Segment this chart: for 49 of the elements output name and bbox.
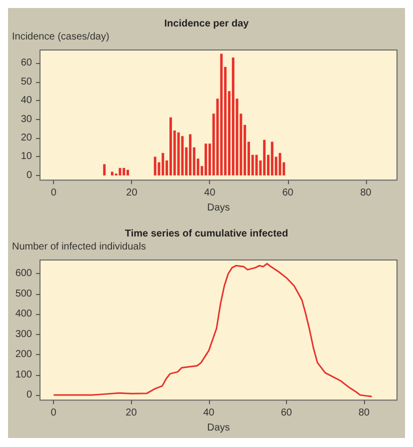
bar <box>110 172 114 176</box>
y-tick-label: 10 <box>20 151 32 162</box>
y-tick-label: 0 <box>26 170 32 181</box>
x-tick-label: 60 <box>282 188 294 199</box>
y-tick-label: 30 <box>20 114 32 125</box>
bar <box>154 156 156 176</box>
bar <box>103 164 106 176</box>
y-tick-label: 40 <box>20 95 32 106</box>
bar <box>263 140 266 176</box>
bar <box>181 136 184 176</box>
y-tick-label: 500 <box>15 288 32 300</box>
chart-title: Time series of cumulative infected <box>124 228 288 240</box>
y-tick-label: 20 <box>20 132 32 144</box>
bar <box>278 152 282 176</box>
bar <box>220 54 223 176</box>
y-tick-label: 100 <box>15 369 32 380</box>
bar <box>204 144 208 176</box>
y-tick-label: 300 <box>15 328 32 340</box>
y-tick-label: 60 <box>20 58 32 69</box>
bar <box>118 168 122 176</box>
y-tick-label: 600 <box>15 268 32 280</box>
x-tick-label: 20 <box>126 408 138 419</box>
x-tick-label: 20 <box>126 188 138 199</box>
bar <box>126 170 130 176</box>
bar <box>177 132 180 176</box>
x-axis-title: Days <box>207 422 230 434</box>
x-tick-label: 0 <box>50 188 57 199</box>
y-axis-title: Incidence (cases/day) <box>12 32 110 42</box>
x-tick-label: 80 <box>358 408 370 419</box>
bar <box>122 168 126 176</box>
bar <box>255 154 258 176</box>
chart-title: Incidence per day <box>164 18 250 30</box>
x-tick-label: 40 <box>204 188 216 199</box>
bar <box>169 117 172 176</box>
x-tick-label: 80 <box>360 188 372 199</box>
x-axis-title: Days <box>207 202 230 214</box>
line-series <box>52 262 373 398</box>
x-tick-label: 40 <box>203 408 215 419</box>
y-axis-title: Number of infected individuals <box>12 242 146 252</box>
y-tick-label: 50 <box>20 76 32 88</box>
bar <box>270 142 274 176</box>
y-tick-label: 400 <box>15 308 32 320</box>
bar <box>162 152 164 176</box>
x-tick-label: 0 <box>50 408 57 419</box>
y-tick-label: 0 <box>26 390 32 401</box>
bar <box>188 134 192 176</box>
y-tick-label: 200 <box>15 349 32 360</box>
x-tick-label: 60 <box>280 408 292 419</box>
bar <box>232 57 234 176</box>
